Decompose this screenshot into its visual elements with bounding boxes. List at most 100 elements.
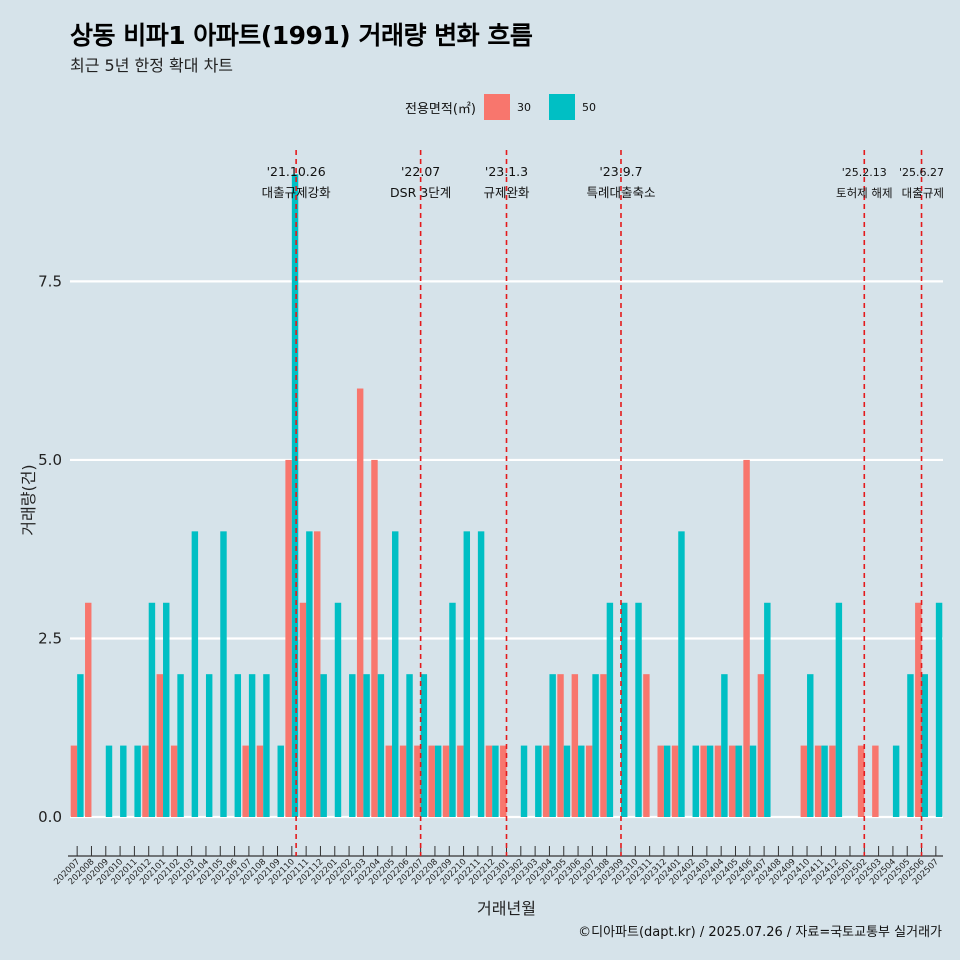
bar-30 (643, 674, 650, 818)
bar-30 (657, 745, 664, 818)
bar-50 (706, 745, 714, 818)
bar-30 (70, 745, 78, 818)
legend-label-50: 50 (581, 100, 596, 114)
bar-50 (692, 745, 699, 818)
bar-50 (663, 745, 671, 818)
bar-30 (729, 745, 736, 818)
legend-title: 전용면적(㎡) (405, 101, 476, 117)
bar-30 (714, 745, 722, 818)
bar-50 (821, 745, 828, 818)
bar-30 (85, 602, 92, 818)
bar-50 (277, 745, 284, 818)
event-date: '25.6.27 (899, 166, 944, 179)
bar-50 (449, 602, 456, 818)
x-axis-title: 거래년월 (477, 899, 536, 918)
bar-50 (520, 745, 528, 818)
bar-50 (191, 531, 199, 818)
bar-50 (77, 674, 84, 818)
bar-30 (457, 745, 464, 818)
bar-50 (120, 745, 127, 818)
bar-50 (306, 531, 313, 818)
bar-30 (242, 745, 249, 818)
bar-50 (635, 602, 642, 818)
bar-50 (549, 674, 556, 818)
y-tick-label: 2.5 (38, 629, 62, 647)
bar-30 (299, 602, 307, 818)
event-label: 규제완화 (483, 185, 530, 200)
bar-50 (220, 531, 227, 818)
chart-title: 상동 비파1 아파트(1991) 거래량 변화 흐름 (70, 21, 533, 50)
bar-30 (829, 745, 836, 818)
legend: 전용면적(㎡) 30 50 (405, 93, 614, 121)
bar-50 (434, 745, 442, 818)
bar-50 (234, 674, 242, 818)
bar-50 (134, 745, 141, 818)
event-label: 대출규제강화 (262, 185, 332, 200)
bar-50 (892, 745, 900, 818)
bar-30 (356, 388, 364, 818)
bar-30 (385, 745, 393, 818)
bar-30 (170, 745, 178, 818)
event-label: DSR 3단계 (390, 185, 451, 200)
bar-30 (414, 745, 421, 818)
bar-50 (205, 674, 213, 818)
bar-30 (314, 531, 321, 818)
bar-30 (671, 745, 679, 818)
bar-50 (764, 602, 771, 818)
bar-30 (156, 674, 164, 818)
y-tick-label: 0.0 (38, 808, 62, 826)
bar-30 (857, 745, 865, 818)
bar-50 (463, 531, 471, 818)
bar-50 (248, 674, 256, 818)
event-label: 특례대출축소 (586, 185, 655, 200)
bar-30 (428, 745, 435, 818)
bar-50 (620, 602, 628, 818)
bar-50 (492, 745, 499, 818)
legend-swatch-30 (483, 94, 510, 120)
bar-30 (500, 745, 507, 818)
bar-50 (420, 674, 428, 818)
y-axis-title: 거래량(건) (19, 464, 38, 535)
bar-50 (563, 745, 571, 818)
bar-50 (921, 674, 928, 818)
bar-30 (700, 745, 707, 818)
bar-50 (749, 745, 757, 818)
bar-30 (872, 745, 879, 818)
bar-50 (177, 674, 184, 818)
bar-30 (542, 745, 550, 818)
y-tick-label: 5.0 (38, 451, 62, 469)
bar-30 (814, 745, 822, 818)
y-tick-label: 7.5 (38, 272, 62, 290)
chart-subtitle: 최근 5년 한정 확대 차트 (70, 56, 234, 75)
bar-30 (256, 745, 264, 818)
bar-30 (585, 745, 593, 818)
bar-50 (935, 602, 943, 818)
bar-50 (721, 674, 728, 818)
source-caption: ©디아파트(dapt.kr) / 2025.07.26 / 자료=국토교통부 실… (578, 925, 942, 940)
bar-30 (285, 459, 292, 818)
bar-30 (757, 674, 765, 818)
bar-50 (263, 674, 270, 818)
bar-50 (148, 602, 156, 818)
legend-label-30: 30 (516, 100, 531, 114)
bar-50 (349, 674, 356, 818)
bar-30 (442, 745, 450, 818)
bar-50 (406, 674, 413, 818)
bar-50 (163, 602, 170, 818)
event-date: '22.07 (401, 164, 440, 179)
bar-50 (807, 674, 814, 818)
event-label: 토허제 해제 (836, 186, 893, 200)
bar-50 (377, 674, 385, 818)
bar-50 (320, 674, 327, 818)
event-date: '23.9.7 (599, 164, 642, 179)
bar-50 (291, 174, 299, 818)
bar-50 (105, 745, 113, 818)
bar-50 (578, 745, 585, 818)
legend-swatch-50 (548, 94, 575, 120)
bar-50 (678, 531, 685, 818)
event-date: '21.10.26 (267, 164, 326, 179)
bar-30 (800, 745, 808, 818)
bar-50 (592, 674, 599, 818)
